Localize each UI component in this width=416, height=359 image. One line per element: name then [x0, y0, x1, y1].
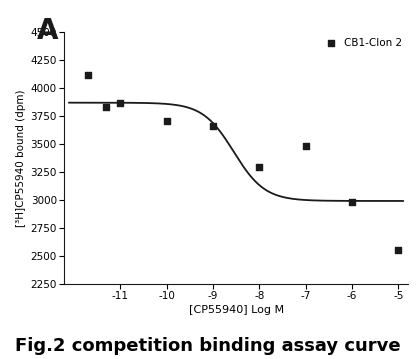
Point [103, 104, 109, 110]
Text: Fig.2 competition binding assay curve: Fig.2 competition binding assay curve [15, 337, 401, 355]
Legend: CB1-Clon 2: CB1-Clon 2 [320, 38, 402, 47]
Y-axis label: [³H]CP55940 bound (dpm): [³H]CP55940 bound (dpm) [16, 89, 26, 227]
Point [256, 164, 262, 170]
Point [117, 100, 124, 106]
Point [302, 143, 309, 149]
Text: A: A [37, 17, 59, 45]
Point [210, 123, 216, 129]
Point [395, 247, 402, 253]
Point [163, 118, 170, 123]
Point [84, 72, 91, 78]
Point [349, 199, 355, 204]
X-axis label: [CP55940] Log M: [CP55940] Log M [188, 306, 284, 316]
